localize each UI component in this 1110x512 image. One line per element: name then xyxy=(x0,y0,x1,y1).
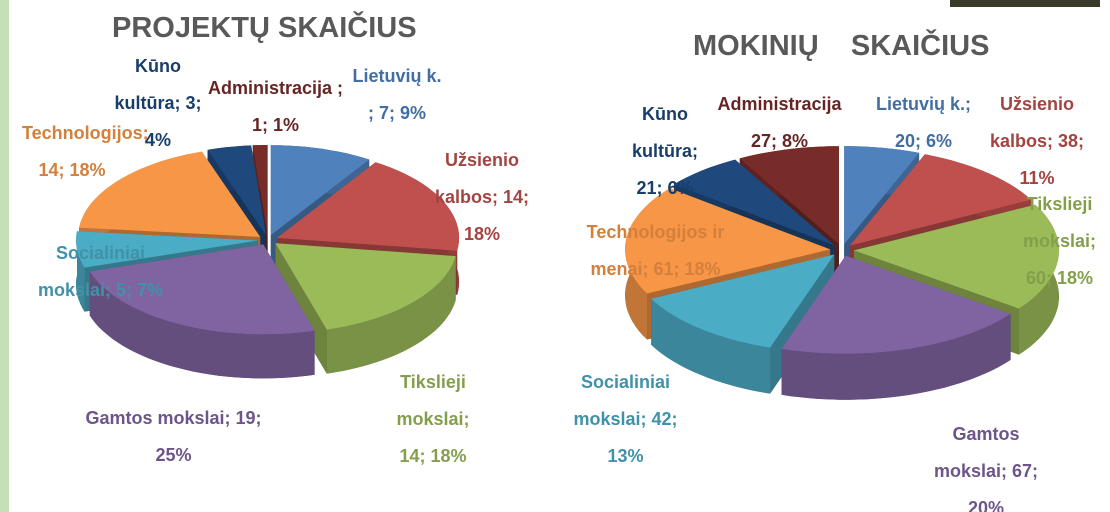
data-label: Kūno kultūra; 3; 4% xyxy=(108,48,208,159)
chart-title: PROJEKTŲ SKAIČIUS xyxy=(112,12,417,45)
video-thumbnail xyxy=(950,0,1100,7)
data-label: Socialiniai mokslai; 5; 7% xyxy=(18,235,183,309)
data-label: Technologijos; 14; 18% xyxy=(22,115,122,189)
data-label: Socialiniai mokslai; 42; 13% xyxy=(568,364,683,475)
data-label: Gamtos mokslai; 19; 25% xyxy=(66,400,281,474)
data-label: Kūno kultūra; 21; 6% xyxy=(620,96,710,207)
chart-title: MOKINIŲ SKAIČIUS xyxy=(693,30,989,63)
data-label: Užsienio kalbos; 14; 18% xyxy=(432,142,532,253)
data-label: Administracija 27; 8% xyxy=(702,86,857,160)
slide: PROJEKTŲ SKAIČIUS MOKINIŲ SKAIČIUS Lietu… xyxy=(0,0,1110,512)
data-label: Administracija ; 1; 1% xyxy=(198,70,353,144)
data-label: Gamtos mokslai; 67; 20% xyxy=(926,416,1046,512)
side-strip xyxy=(0,0,9,512)
data-label: Lietuvių k.; 20; 6% xyxy=(866,86,981,160)
data-label: Technologijos ir menai; 61; 18% xyxy=(568,214,743,288)
data-label: Lietuvių k. ; 7; 9% xyxy=(352,58,442,132)
data-label: Užsienio kalbos; 38; 11% xyxy=(982,86,1092,197)
data-label: Tikslieji mokslai; 14; 18% xyxy=(383,364,483,475)
data-label: Tikslieji mokslai; 60; 18% xyxy=(1012,186,1107,297)
